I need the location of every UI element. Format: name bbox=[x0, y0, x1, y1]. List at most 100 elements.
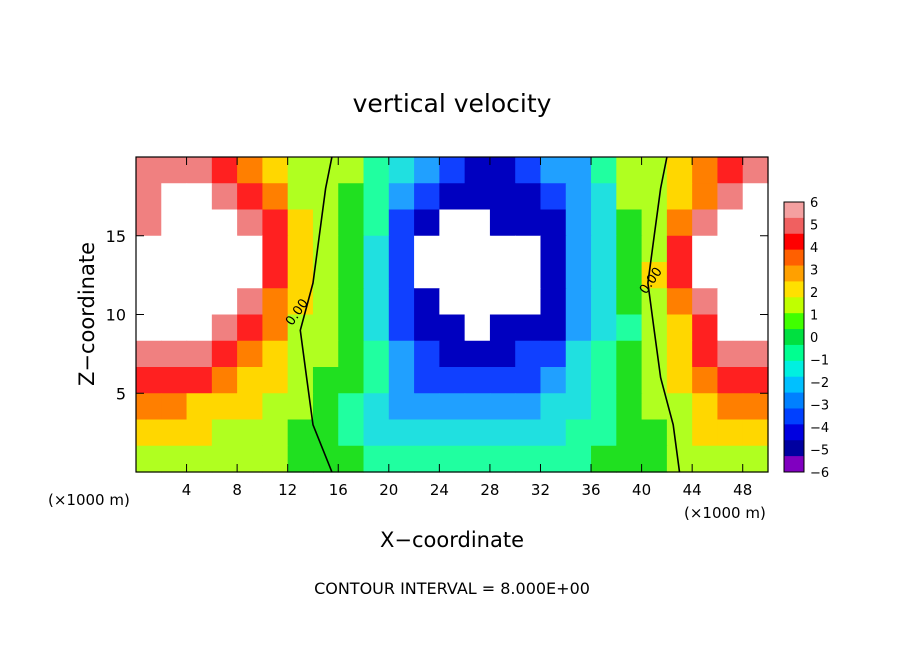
x-unit-right: (×1000 m) bbox=[684, 504, 766, 522]
heatmap-cell bbox=[616, 340, 643, 368]
colorbar-swatch bbox=[784, 265, 804, 282]
heatmap-cell bbox=[287, 183, 314, 211]
heatmap-cell bbox=[692, 157, 719, 184]
zero-contour-line bbox=[647, 156, 681, 473]
heatmap-cell bbox=[591, 340, 617, 368]
heatmap-cell bbox=[591, 157, 617, 184]
heatmap-cell bbox=[515, 393, 542, 421]
heatmap-cell bbox=[186, 209, 213, 237]
heatmap-cell bbox=[388, 367, 415, 394]
heatmap-cell bbox=[616, 419, 643, 447]
colorbar-tick-label: −3 bbox=[810, 399, 829, 414]
heatmap-cell bbox=[287, 288, 314, 316]
heatmap-cell bbox=[237, 314, 263, 342]
heatmap-cell bbox=[439, 340, 466, 368]
colorbar-swatch bbox=[784, 392, 804, 409]
colorbar-swatch bbox=[784, 249, 804, 267]
y-axis: 5 10 15 bbox=[106, 227, 768, 403]
colorbar-tick-label: −6 bbox=[810, 466, 829, 481]
heatmap-cell bbox=[515, 367, 542, 394]
heatmap-cell bbox=[388, 262, 415, 289]
heatmap-cell bbox=[717, 262, 744, 289]
heatmap-cell bbox=[414, 419, 440, 447]
heatmap-cell bbox=[540, 288, 567, 316]
heatmap-cell bbox=[540, 445, 567, 473]
colorbar-tick-label: 1 bbox=[810, 309, 818, 324]
heatmap-cell bbox=[565, 445, 592, 473]
heatmap-cell bbox=[464, 288, 491, 316]
heatmap-cell bbox=[161, 288, 188, 316]
heatmap-cell bbox=[591, 183, 617, 211]
heatmap-cell bbox=[237, 209, 263, 237]
heatmap-cell bbox=[388, 419, 415, 447]
colorbar-tick-label: 3 bbox=[810, 264, 818, 279]
heatmap-cell bbox=[692, 314, 719, 342]
heatmap-cell bbox=[186, 157, 213, 184]
heatmap-cell bbox=[464, 157, 491, 184]
heatmap-cell bbox=[692, 419, 719, 447]
contour-interval-footer: CONTOUR INTERVAL = 8.000E+00 bbox=[314, 579, 590, 598]
x-tick-label: 4 bbox=[182, 481, 192, 499]
colorbar-swatch bbox=[784, 408, 804, 425]
heatmap-cell bbox=[312, 367, 339, 394]
heatmap-cells bbox=[136, 157, 769, 473]
heatmap-cell bbox=[565, 314, 592, 342]
heatmap-cell bbox=[136, 314, 162, 342]
heatmap-cell bbox=[388, 183, 415, 211]
heatmap-cell bbox=[616, 367, 643, 394]
heatmap-cell bbox=[338, 288, 365, 316]
heatmap-cell bbox=[312, 340, 339, 368]
heatmap-cell bbox=[161, 262, 188, 289]
heatmap-cell bbox=[717, 157, 744, 184]
heatmap-cell bbox=[363, 262, 390, 289]
x-tick-label: 24 bbox=[430, 481, 449, 499]
heatmap-cell bbox=[489, 393, 516, 421]
heatmap-cell bbox=[363, 209, 390, 237]
heatmap-cell bbox=[616, 183, 643, 211]
heatmap-cell bbox=[388, 288, 415, 316]
heatmap-cell bbox=[717, 288, 744, 316]
heatmap-cell bbox=[338, 393, 365, 421]
heatmap-cell bbox=[211, 262, 238, 289]
y-tick-label: 15 bbox=[106, 227, 126, 246]
heatmap-cell bbox=[565, 209, 592, 237]
heatmap-cell bbox=[742, 288, 769, 316]
heatmap-cell bbox=[641, 419, 668, 447]
heatmap-cell bbox=[692, 340, 719, 368]
heatmap-cell bbox=[591, 288, 617, 316]
heatmap-cell bbox=[186, 340, 213, 368]
heatmap-cell bbox=[540, 235, 567, 263]
heatmap-cell bbox=[742, 183, 769, 211]
heatmap-cell bbox=[641, 288, 668, 316]
heatmap-cell bbox=[338, 340, 365, 368]
heatmap-cell bbox=[363, 157, 390, 184]
heatmap-cell bbox=[692, 445, 719, 473]
heatmap-cell bbox=[616, 314, 643, 342]
heatmap-cell bbox=[363, 314, 390, 342]
heatmap-cell bbox=[641, 262, 668, 289]
heatmap-cell bbox=[161, 209, 188, 237]
heatmap-cell bbox=[692, 235, 719, 263]
heatmap-cell bbox=[666, 262, 693, 289]
heatmap-cell bbox=[742, 314, 769, 342]
heatmap-cell bbox=[692, 288, 719, 316]
heatmap-cell bbox=[515, 288, 542, 316]
heatmap-cell bbox=[666, 419, 693, 447]
colorbar-swatch bbox=[784, 281, 804, 298]
heatmap-cell bbox=[338, 314, 365, 342]
heatmap-cell bbox=[211, 314, 238, 342]
x-unit-left: (×1000 m) bbox=[48, 491, 130, 509]
heatmap-cell bbox=[692, 393, 719, 421]
heatmap-cell bbox=[439, 183, 466, 211]
heatmap-cell bbox=[363, 340, 390, 368]
x-tick-label: 32 bbox=[531, 481, 550, 499]
heatmap-cell bbox=[616, 445, 643, 473]
heatmap-cell bbox=[717, 393, 744, 421]
heatmap-cell bbox=[540, 367, 567, 394]
heatmap-cell bbox=[515, 183, 542, 211]
heatmap-cell bbox=[591, 314, 617, 342]
heatmap-cell bbox=[565, 419, 592, 447]
heatmap-cell bbox=[515, 314, 542, 342]
y-tick-label: 5 bbox=[116, 384, 126, 403]
heatmap-cell bbox=[262, 183, 289, 211]
